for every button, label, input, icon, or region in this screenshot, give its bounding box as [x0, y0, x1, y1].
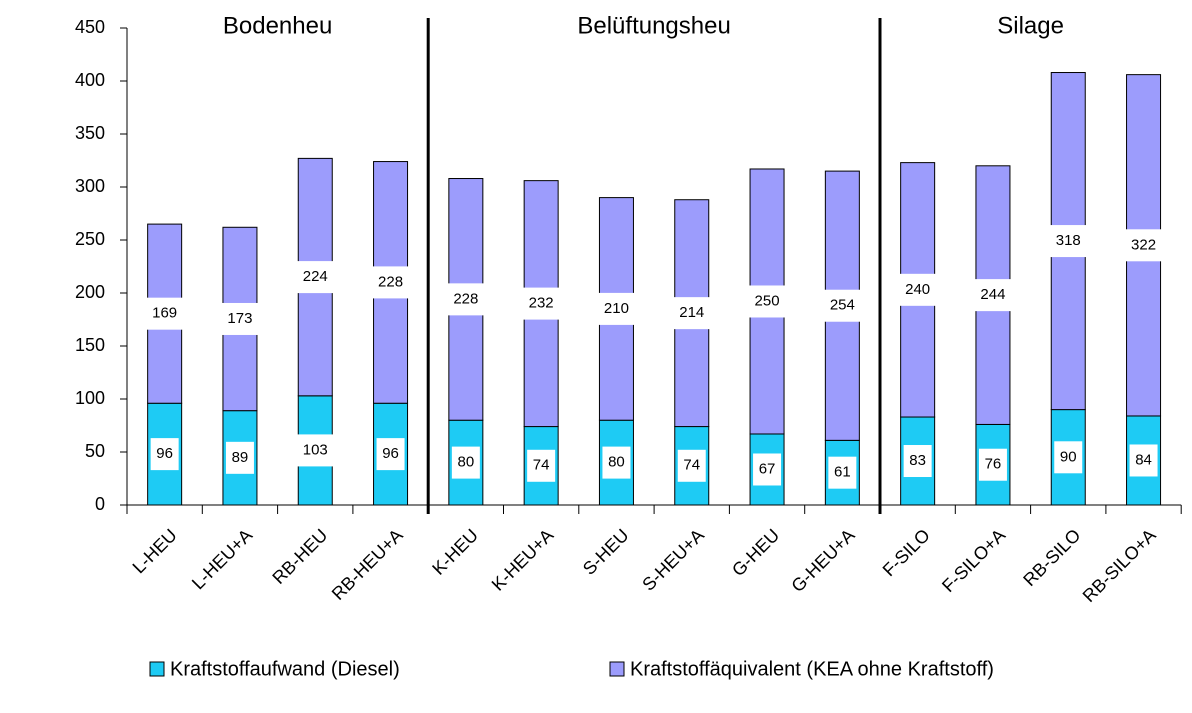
value-label: 96 [156, 445, 173, 462]
value-label-box [221, 302, 258, 335]
value-label-box [1125, 229, 1162, 262]
value-label-box [824, 289, 861, 322]
y-tick-label: 350 [75, 123, 105, 143]
y-tick-label: 250 [75, 229, 105, 249]
value-label: 84 [1135, 451, 1152, 468]
value-label-box [527, 449, 556, 482]
value-label-box [447, 283, 484, 316]
x-tick-label: L-HEU [129, 525, 181, 577]
value-label: 67 [759, 460, 776, 477]
value-label-box [376, 438, 405, 471]
value-label: 80 [458, 454, 475, 471]
value-label-box [1054, 441, 1083, 474]
value-label-box [749, 285, 786, 318]
value-label-box [1129, 444, 1158, 477]
value-label: 83 [909, 452, 926, 469]
value-label: 214 [679, 304, 704, 321]
value-label: 232 [529, 295, 554, 312]
value-label: 240 [905, 281, 930, 298]
legend-swatch [609, 661, 625, 677]
value-label: 169 [152, 305, 177, 322]
y-tick-label: 400 [75, 70, 105, 90]
group-label: Bodenheu [223, 12, 332, 39]
y-tick-label: 200 [75, 282, 105, 302]
value-label-box [451, 446, 480, 479]
value-label-box [673, 297, 710, 330]
value-label-box [677, 449, 706, 482]
value-label: 96 [382, 445, 399, 462]
value-label: 254 [830, 297, 855, 314]
value-label: 80 [608, 454, 625, 471]
y-tick-label: 0 [95, 494, 105, 514]
x-tick-label: RB-SILO [1019, 525, 1084, 590]
y-tick-label: 450 [75, 17, 105, 37]
value-label: 76 [985, 456, 1002, 473]
value-label-box [899, 273, 936, 306]
value-label: 244 [980, 286, 1005, 303]
value-label-box [974, 279, 1011, 312]
value-label-box [523, 287, 560, 320]
value-label-box [225, 441, 254, 474]
value-label-box [828, 456, 857, 489]
value-label: 250 [755, 292, 780, 309]
value-label: 224 [303, 268, 328, 285]
value-label: 210 [604, 300, 629, 317]
group-label: Belüftungsheu [577, 12, 730, 39]
legend-label: Kraftstoffaufwand (Diesel) [170, 658, 400, 680]
value-label-box [602, 446, 631, 479]
value-label: 322 [1131, 236, 1156, 253]
value-label-box [372, 266, 409, 299]
x-tick-label: RB-HEU+A [328, 525, 407, 604]
value-label: 103 [303, 441, 328, 458]
x-tick-label: G-HEU+A [787, 525, 858, 596]
value-label: 61 [834, 464, 851, 481]
value-label-box [753, 453, 782, 486]
value-label-box [297, 434, 334, 467]
group-label: Silage [997, 12, 1064, 39]
value-label-box [598, 292, 635, 325]
value-label: 89 [232, 449, 249, 466]
value-label-box [150, 438, 179, 471]
legend-swatch [149, 661, 165, 677]
x-tick-label: S-HEU+A [638, 525, 708, 595]
value-label-box [1050, 225, 1087, 258]
x-tick-label: RB-SILO+A [1079, 525, 1160, 606]
x-tick-label: RB-HEU [268, 525, 331, 588]
x-tick-label: F-SILO+A [938, 525, 1009, 596]
value-label-box [146, 297, 183, 330]
value-label: 318 [1056, 232, 1081, 249]
value-label: 228 [453, 290, 478, 307]
x-tick-label: G-HEU [728, 525, 783, 580]
y-tick-label: 50 [85, 441, 105, 461]
y-tick-label: 100 [75, 388, 105, 408]
value-label: 74 [683, 457, 700, 474]
x-tick-label: K-HEU+A [488, 525, 558, 595]
x-tick-label: L-HEU+A [188, 525, 256, 593]
value-label-box [297, 261, 334, 294]
value-label-box [903, 445, 932, 478]
x-tick-label: K-HEU [428, 525, 482, 579]
value-label: 173 [227, 310, 252, 327]
y-tick-label: 300 [75, 176, 105, 196]
y-axis-label: KEA in Kraftstoffäquivalent (l/ha) [17, 211, 37, 470]
value-label-box [978, 448, 1007, 481]
value-label: 228 [378, 273, 403, 290]
x-tick-label: S-HEU [579, 525, 633, 579]
value-label: 74 [533, 457, 550, 474]
x-tick-label: F-SILO [879, 525, 934, 580]
value-label: 90 [1060, 448, 1077, 465]
y-tick-label: 150 [75, 335, 105, 355]
legend-label: Kraftstoffäquivalent (KEA ohne Kraftstof… [630, 658, 994, 680]
